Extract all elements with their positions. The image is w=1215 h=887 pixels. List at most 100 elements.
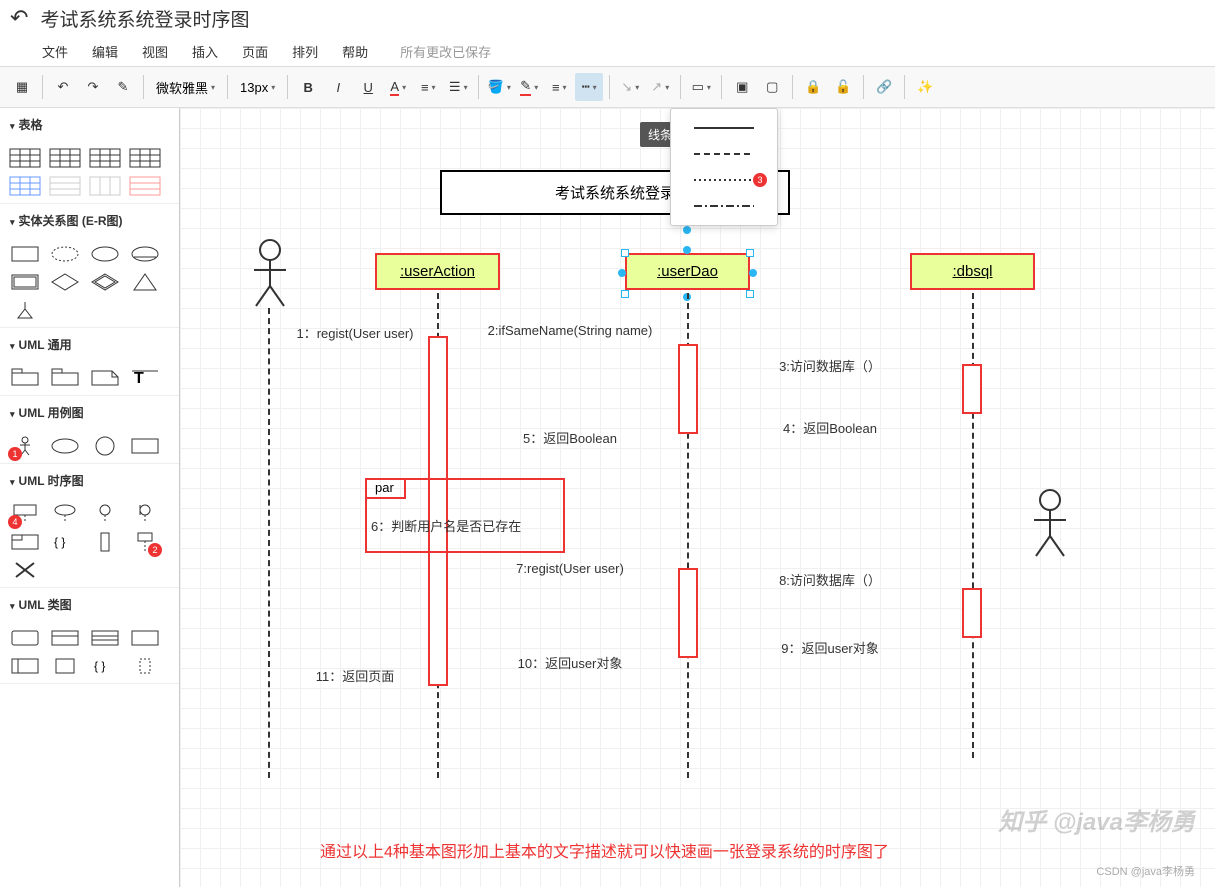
class-shape[interactable] bbox=[46, 625, 84, 651]
er-diamond[interactable] bbox=[46, 269, 84, 295]
tofront-icon[interactable]: ▣ bbox=[728, 73, 756, 101]
table-shape[interactable] bbox=[126, 173, 164, 199]
lifeline-shape[interactable] bbox=[86, 501, 124, 527]
sel-handle[interactable] bbox=[746, 249, 754, 257]
table-shape[interactable] bbox=[46, 145, 84, 171]
activation-dbsql-2[interactable] bbox=[962, 588, 982, 638]
arrow-end-icon[interactable]: ↗ bbox=[646, 73, 674, 101]
menu-file[interactable]: 文件 bbox=[42, 42, 68, 61]
linestyle-dashdot[interactable] bbox=[675, 193, 773, 219]
activation-dbsql-1[interactable] bbox=[962, 364, 982, 414]
menu-page[interactable]: 页面 bbox=[242, 42, 268, 61]
lifeline-userdao[interactable]: :userDao bbox=[625, 253, 750, 290]
ellipse-shape[interactable] bbox=[86, 433, 124, 459]
lifeline-shape[interactable]: 4 bbox=[6, 501, 44, 527]
menu-edit[interactable]: 编辑 bbox=[92, 42, 118, 61]
class-shape[interactable]: { } bbox=[86, 653, 124, 679]
rect-shape[interactable] bbox=[126, 433, 164, 459]
sidebar-tables[interactable]: 表格 bbox=[0, 108, 179, 141]
magic-icon[interactable]: ✨ bbox=[911, 73, 939, 101]
fillcolor-icon[interactable]: 🪣 bbox=[485, 73, 513, 101]
align-icon[interactable]: ≡ bbox=[414, 73, 442, 101]
class-shape[interactable] bbox=[126, 625, 164, 651]
actor-left[interactable] bbox=[248, 238, 292, 313]
sel-point[interactable] bbox=[749, 269, 757, 277]
class-shape[interactable] bbox=[6, 653, 44, 679]
list-icon[interactable]: ☰ bbox=[444, 73, 472, 101]
class-shape[interactable] bbox=[6, 625, 44, 651]
fragment-shape[interactable]: { } bbox=[46, 529, 84, 555]
lifeline-shape[interactable] bbox=[126, 501, 164, 527]
lifeline-useraction[interactable]: :userAction bbox=[375, 253, 500, 290]
table-shape[interactable] bbox=[126, 145, 164, 171]
lock-icon[interactable]: 🔒 bbox=[799, 73, 827, 101]
menu-view[interactable]: 视图 bbox=[142, 42, 168, 61]
table-shape[interactable] bbox=[6, 145, 44, 171]
x-shape[interactable] bbox=[6, 557, 44, 583]
menu-insert[interactable]: 插入 bbox=[192, 42, 218, 61]
redo-icon[interactable]: ↷ bbox=[79, 73, 107, 101]
undo-icon[interactable]: ↶ bbox=[49, 73, 77, 101]
ellipse-shape[interactable] bbox=[46, 433, 84, 459]
package-shape[interactable] bbox=[46, 365, 84, 391]
format-painter-icon[interactable]: ✎ bbox=[109, 73, 137, 101]
lifeline-dbsql[interactable]: :dbsql bbox=[910, 253, 1035, 290]
er-inherit[interactable] bbox=[6, 297, 44, 323]
linestyle-dashed[interactable] bbox=[675, 141, 773, 167]
sel-point[interactable] bbox=[683, 226, 691, 234]
link-icon[interactable]: 🔗 bbox=[870, 73, 898, 101]
valign-icon[interactable]: ▭ bbox=[687, 73, 715, 101]
sel-handle[interactable] bbox=[621, 249, 629, 257]
sel-handle[interactable] bbox=[746, 290, 754, 298]
er-ellipse[interactable] bbox=[126, 241, 164, 267]
sidebar-uml-sequence[interactable]: UML 时序图 bbox=[0, 464, 179, 497]
linestyle-icon[interactable]: ┅ bbox=[575, 73, 603, 101]
arrow-start-icon[interactable]: ↘ bbox=[616, 73, 644, 101]
toback-icon[interactable]: ▢ bbox=[758, 73, 786, 101]
er-rect[interactable] bbox=[6, 241, 44, 267]
er-ellipse[interactable] bbox=[86, 241, 124, 267]
textcolor-icon[interactable]: A bbox=[384, 73, 412, 101]
back-icon[interactable]: ↶ bbox=[10, 5, 28, 31]
bold-icon[interactable]: B bbox=[294, 73, 322, 101]
sel-point[interactable] bbox=[618, 269, 626, 277]
er-ellipse[interactable] bbox=[46, 241, 84, 267]
er-triangle[interactable] bbox=[126, 269, 164, 295]
class-shape[interactable] bbox=[46, 653, 84, 679]
menu-help[interactable]: 帮助 bbox=[342, 42, 368, 61]
class-shape[interactable] bbox=[86, 625, 124, 651]
activation-userdao-1[interactable] bbox=[678, 344, 698, 434]
unlock-icon[interactable]: 🔓 bbox=[829, 73, 857, 101]
table-shape[interactable] bbox=[6, 173, 44, 199]
fontsize-select[interactable]: 13px bbox=[234, 73, 281, 101]
sidebar-uml-usecase[interactable]: UML 用例图 bbox=[0, 396, 179, 429]
sidebar-uml-class[interactable]: UML 类图 bbox=[0, 588, 179, 621]
table-shape[interactable] bbox=[86, 173, 124, 199]
underline-icon[interactable]: U bbox=[354, 73, 382, 101]
activation-shape[interactable] bbox=[86, 529, 124, 555]
sidebar-uml-common[interactable]: UML 通用 bbox=[0, 328, 179, 361]
linecolor-icon[interactable]: ✎ bbox=[515, 73, 543, 101]
er-rect2[interactable] bbox=[6, 269, 44, 295]
font-select[interactable]: 微软雅黑 bbox=[150, 73, 221, 101]
sidebar-er[interactable]: 实体关系图 (E-R图) bbox=[0, 204, 179, 237]
italic-icon[interactable]: I bbox=[324, 73, 352, 101]
linewidth-icon[interactable]: ≡ bbox=[545, 73, 573, 101]
text-shape[interactable]: T bbox=[126, 365, 164, 391]
actor-shape[interactable]: 1 bbox=[6, 433, 44, 459]
package-shape[interactable] bbox=[6, 365, 44, 391]
activation-userdao-2[interactable] bbox=[678, 568, 698, 658]
actor-right[interactable] bbox=[1028, 488, 1072, 563]
lifeline-shape[interactable] bbox=[46, 501, 84, 527]
table-shape[interactable] bbox=[86, 145, 124, 171]
canvas[interactable]: 考试系统系统登录 :userAction :userDao bbox=[180, 108, 1215, 887]
er-diamond2[interactable] bbox=[86, 269, 124, 295]
table-shape[interactable] bbox=[46, 173, 84, 199]
linestyle-popup[interactable]: 3 bbox=[670, 108, 778, 226]
linestyle-solid[interactable] bbox=[675, 115, 773, 141]
fragment-shape[interactable] bbox=[6, 529, 44, 555]
sel-handle[interactable] bbox=[621, 290, 629, 298]
menu-arrange[interactable]: 排列 bbox=[292, 42, 318, 61]
shapes-panel-icon[interactable]: ▦ bbox=[8, 73, 36, 101]
class-shape[interactable] bbox=[126, 653, 164, 679]
